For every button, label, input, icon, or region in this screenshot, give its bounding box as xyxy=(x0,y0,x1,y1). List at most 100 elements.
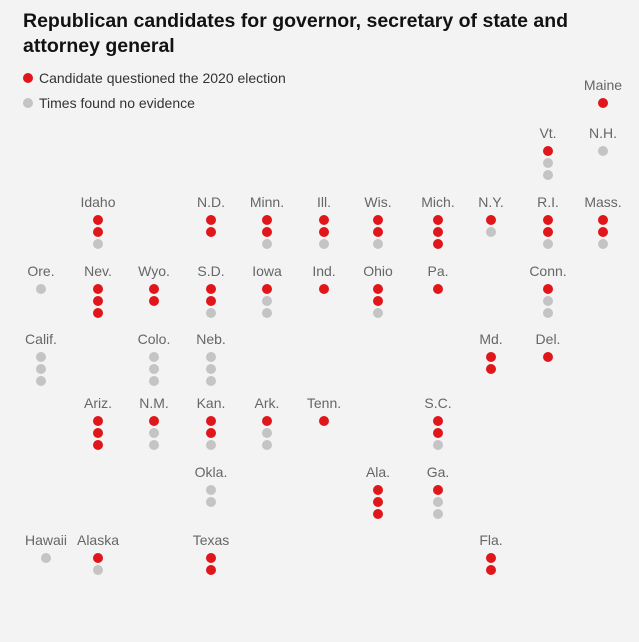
state-label: N.H. xyxy=(589,125,617,141)
candidate-questioned-dot xyxy=(433,239,443,249)
candidate-questioned-dot xyxy=(433,227,443,237)
candidate-dots xyxy=(124,284,184,308)
candidate-dots xyxy=(348,284,408,320)
state-tile: Ala. xyxy=(348,464,408,521)
state-label: Kan. xyxy=(196,395,226,411)
candidate-questioned-dot xyxy=(598,227,608,237)
state-label: Vt. xyxy=(539,125,557,141)
candidate-questioned-dot xyxy=(206,296,216,306)
state-tile: Okla. xyxy=(181,464,241,509)
candidate-dots xyxy=(11,352,71,388)
chart-title: Republican candidates for governor, secr… xyxy=(23,10,569,57)
state-tile: Neb. xyxy=(181,331,241,388)
candidate-no-evidence-dot xyxy=(543,239,553,249)
state-tile: Nev. xyxy=(68,263,128,320)
candidate-dots xyxy=(573,98,633,110)
candidate-questioned-dot xyxy=(93,416,103,426)
candidate-questioned-dot xyxy=(206,416,216,426)
state-label: Ore. xyxy=(27,263,55,279)
state-tile: Mass. xyxy=(573,194,633,251)
candidate-questioned-dot xyxy=(486,553,496,563)
state-tile: Ga. xyxy=(408,464,468,521)
candidate-questioned-dot xyxy=(93,215,103,225)
state-label: Iowa xyxy=(252,263,282,279)
candidate-dots xyxy=(294,284,354,296)
state-tile: Ore. xyxy=(11,263,71,296)
candidate-questioned-dot xyxy=(206,565,216,575)
candidate-questioned-dot xyxy=(373,296,383,306)
state-tile: N.H. xyxy=(573,125,633,158)
candidate-dots xyxy=(518,284,578,320)
state-tile: Calif. xyxy=(11,331,71,388)
candidate-no-evidence-dot xyxy=(149,428,159,438)
candidate-no-evidence-dot xyxy=(93,565,103,575)
state-label: Ga. xyxy=(426,464,450,480)
red-dot-icon xyxy=(23,73,33,83)
state-label: Nev. xyxy=(84,263,112,279)
candidate-dots xyxy=(461,352,521,376)
candidate-dots xyxy=(237,215,297,251)
state-tile: S.D. xyxy=(181,263,241,320)
candidate-no-evidence-dot xyxy=(433,509,443,519)
candidate-questioned-dot xyxy=(319,416,329,426)
candidate-no-evidence-dot xyxy=(486,227,496,237)
candidate-questioned-dot xyxy=(206,215,216,225)
candidate-dots xyxy=(68,416,128,452)
state-label: Neb. xyxy=(196,331,226,347)
candidate-questioned-dot xyxy=(93,553,103,563)
candidate-questioned-dot xyxy=(433,416,443,426)
candidate-questioned-dot xyxy=(373,227,383,237)
legend-item-no-evidence: Times found no evidence xyxy=(23,95,195,111)
state-tile: Mich. xyxy=(408,194,468,251)
state-label: Colo. xyxy=(137,331,171,347)
state-tile: Tenn. xyxy=(294,395,354,428)
candidate-dots xyxy=(237,416,297,452)
candidate-no-evidence-dot xyxy=(206,352,216,362)
candidate-dots xyxy=(181,553,241,577)
candidate-no-evidence-dot xyxy=(149,364,159,374)
state-label: R.I. xyxy=(537,194,559,210)
state-label: Ala. xyxy=(365,464,391,480)
state-tile: R.I. xyxy=(518,194,578,251)
state-label: S.C. xyxy=(424,395,452,411)
candidate-no-evidence-dot xyxy=(206,497,216,507)
candidate-dots xyxy=(573,215,633,251)
state-label: Fla. xyxy=(479,532,503,548)
candidate-dots xyxy=(181,485,241,509)
candidate-dots xyxy=(181,284,241,320)
candidate-dots xyxy=(518,352,578,364)
candidate-questioned-dot xyxy=(206,227,216,237)
candidate-questioned-dot xyxy=(319,227,329,237)
candidate-dots xyxy=(294,416,354,428)
candidate-dots xyxy=(348,215,408,251)
state-tile: Texas xyxy=(181,532,241,577)
candidate-questioned-dot xyxy=(93,440,103,450)
candidate-questioned-dot xyxy=(373,509,383,519)
candidate-dots xyxy=(11,284,71,296)
state-label: N.Y. xyxy=(478,194,504,210)
candidate-no-evidence-dot xyxy=(262,239,272,249)
candidate-dots xyxy=(348,485,408,521)
candidate-questioned-dot xyxy=(93,428,103,438)
candidate-dots xyxy=(181,352,241,388)
state-tile: Conn. xyxy=(518,263,578,320)
candidate-questioned-dot xyxy=(598,215,608,225)
state-label: N.M. xyxy=(139,395,169,411)
state-tile: Ohio xyxy=(348,263,408,320)
state-label: Idaho xyxy=(80,194,116,210)
candidate-no-evidence-dot xyxy=(36,352,46,362)
candidate-questioned-dot xyxy=(486,215,496,225)
candidate-no-evidence-dot xyxy=(543,170,553,180)
state-tile: Idaho xyxy=(68,194,128,251)
candidate-questioned-dot xyxy=(319,215,329,225)
candidate-dots xyxy=(237,284,297,320)
candidate-questioned-dot xyxy=(543,352,553,362)
state-label: Conn. xyxy=(529,263,567,279)
candidate-dots xyxy=(181,215,241,239)
candidate-questioned-dot xyxy=(543,284,553,294)
candidate-questioned-dot xyxy=(543,146,553,156)
candidate-no-evidence-dot xyxy=(543,308,553,318)
candidate-no-evidence-dot xyxy=(433,440,443,450)
candidate-dots xyxy=(408,485,468,521)
candidate-no-evidence-dot xyxy=(373,308,383,318)
